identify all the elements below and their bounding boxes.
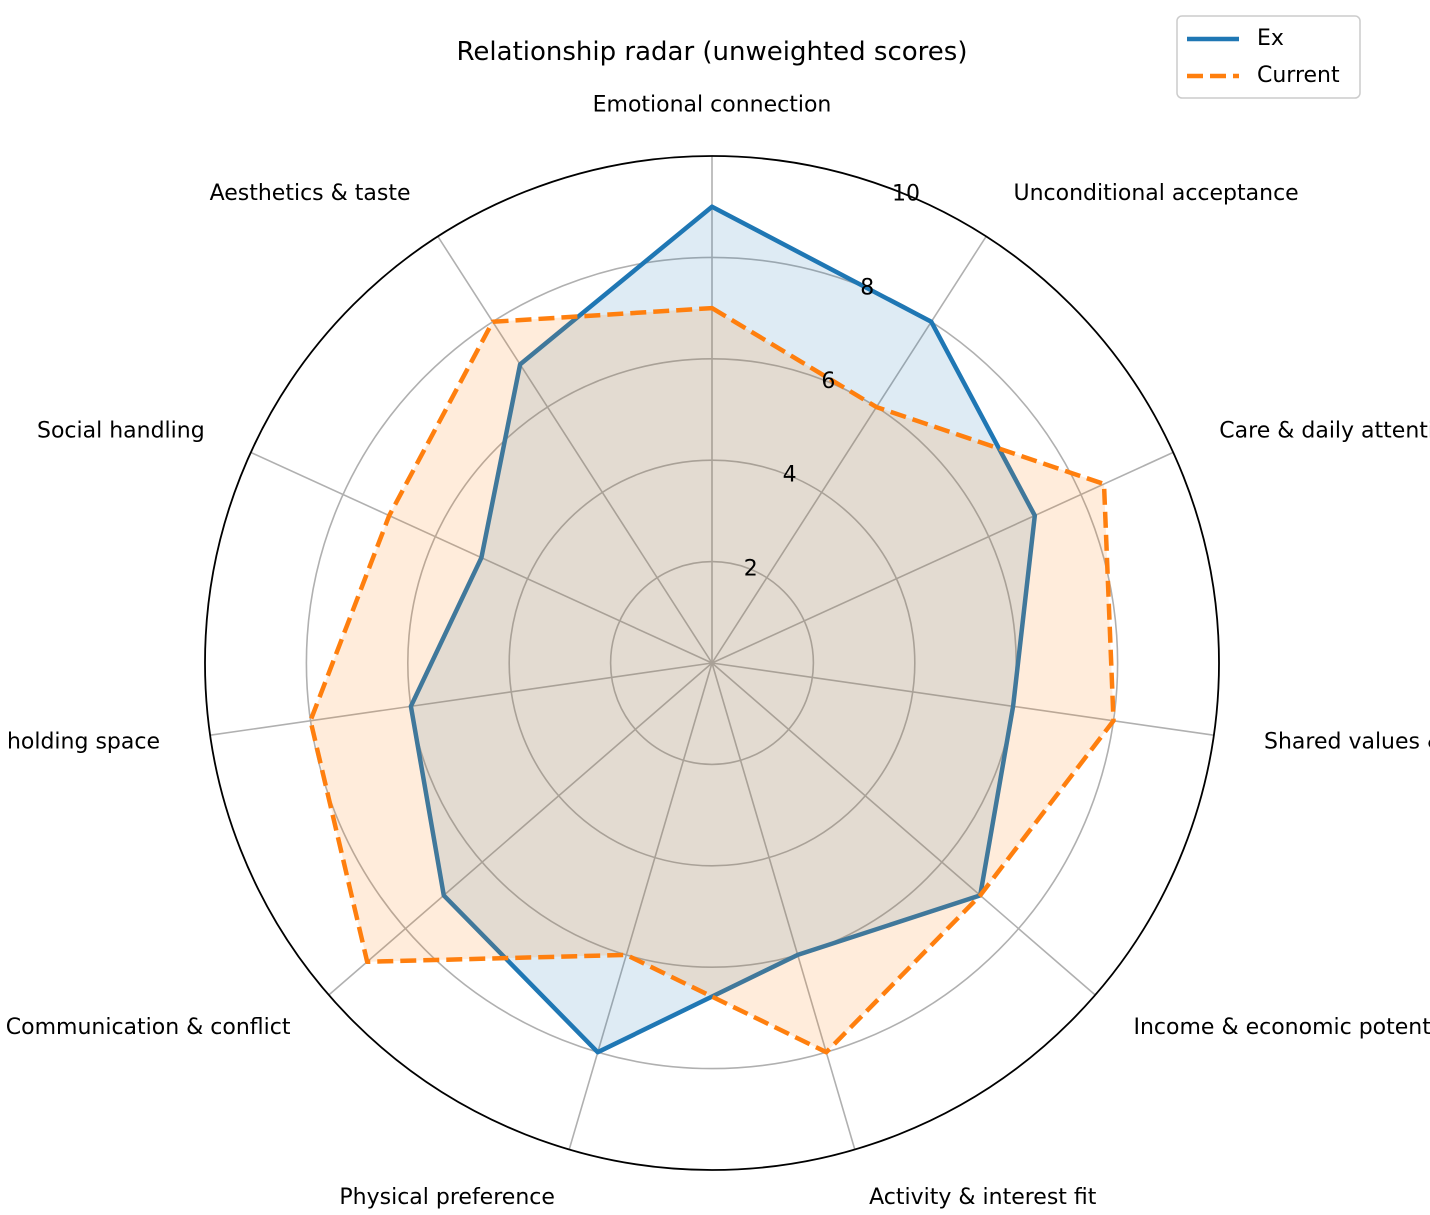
grid-spoke [210,662,713,736]
grid-ring [508,459,916,867]
axis-label: Communication & conflict [6,1015,291,1040]
axis-label: Emotional connection [593,92,832,117]
tick-label: 8 [860,275,874,300]
grid-ring [609,560,815,766]
radar-frame [204,155,1220,1171]
tick-label: 6 [821,369,835,394]
axis-label: Physical preference [339,1185,555,1210]
radar-tick-labels: 2 4 6 8 10 [744,182,920,582]
tick-label: 10 [892,182,920,207]
series-fill-0 [410,206,1035,1053]
axis-label: Activity & interest fit [869,1185,1097,1210]
axis-label: Care & daily attentiveness [1219,418,1430,443]
legend: Ex Current [1176,15,1361,99]
grid-spoke [568,662,713,1150]
axis-label: Social handling [37,418,205,443]
chart-title: Relationship radar (unweighted scores) [457,37,968,67]
grid-spoke [711,451,1174,664]
axis-label: Unconditional acceptance [1014,181,1299,206]
grid-spoke [711,662,856,1150]
grid-spoke [711,662,1096,996]
radar-series [308,204,1116,1055]
legend-label-1: Current [1257,63,1340,88]
series-line-0 [408,204,1038,1055]
grid-spoke [328,662,713,996]
legend-label-0: Ex [1257,26,1284,51]
grid-spoke [711,662,1214,736]
axis-label: Aesthetics & taste [210,181,411,206]
grid-spoke [437,236,713,664]
axis-label: Patience & holding space [0,729,160,754]
axis-label: Shared values & life goals [1264,729,1430,754]
tick-label: 2 [744,556,758,581]
tick-label: 4 [783,463,797,488]
axis-label: Income & economic potential [1134,1015,1430,1040]
series-fill-1 [310,308,1114,1053]
series-line-1 [308,305,1116,1055]
radar-grid [204,155,1220,1171]
grid-spoke [711,236,987,664]
radar-axis-labels: Emotional connection Unconditional accept… [0,92,1430,1210]
grid-ring [305,256,1119,1070]
